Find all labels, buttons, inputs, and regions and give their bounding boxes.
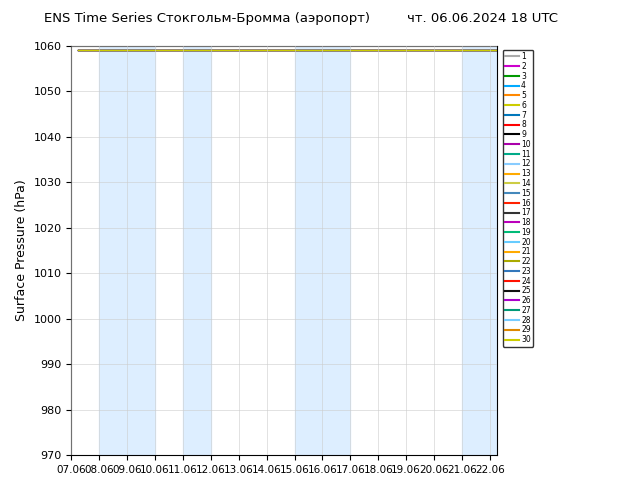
Legend: 1, 2, 3, 4, 5, 6, 7, 8, 9, 10, 11, 12, 13, 14, 15, 16, 17, 18, 19, 20, 21, 22, 2: 1, 2, 3, 4, 5, 6, 7, 8, 9, 10, 11, 12, 1… — [503, 50, 533, 346]
Text: чт. 06.06.2024 18 UTC: чт. 06.06.2024 18 UTC — [407, 12, 558, 25]
Bar — [462, 46, 497, 455]
Bar — [295, 46, 351, 455]
Bar — [100, 46, 155, 455]
Y-axis label: Surface Pressure (hPa): Surface Pressure (hPa) — [15, 180, 28, 321]
Text: ENS Time Series Стокгольм-Бромма (аэропорт): ENS Time Series Стокгольм-Бромма (аэропо… — [44, 12, 370, 25]
Bar — [183, 46, 211, 455]
